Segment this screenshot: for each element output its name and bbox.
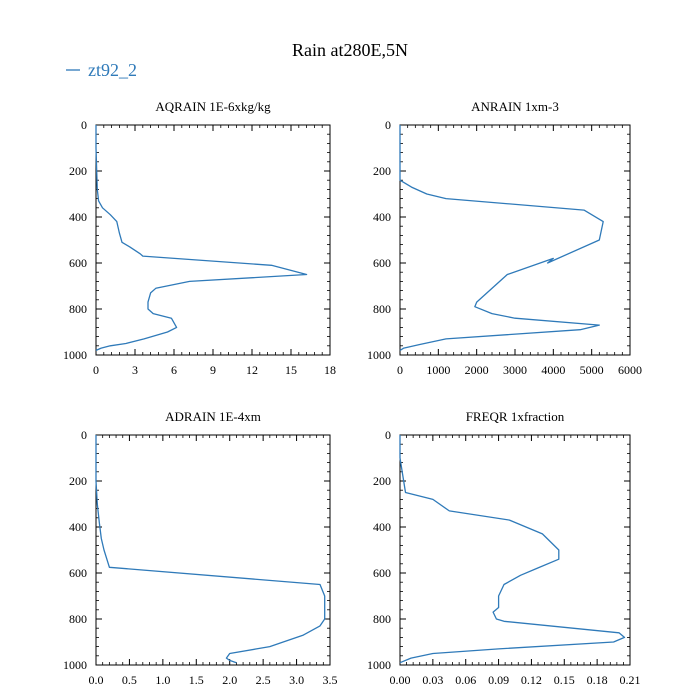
x-tick-label: 3	[132, 363, 138, 377]
y-tick-label: 200	[69, 164, 87, 178]
panel-2: ANRAIN 1xm-3 0 1000 2000 3000 4000 5000 6000 0 20…	[367, 99, 642, 377]
x-tick-label: 0.00	[390, 673, 411, 687]
y-tick-label: 400	[69, 520, 87, 534]
y-tick-label: 600	[373, 256, 391, 270]
plot-frame	[95, 434, 331, 666]
x-tick-label: 2.5	[256, 673, 271, 687]
x-tick-label: 0.18	[587, 673, 608, 687]
plot-frame	[399, 124, 631, 356]
y-tick-label: 800	[69, 612, 87, 626]
panels: AQRAIN 1E-6xkg/kg 0 3 6 9 12 15 18 0 200 400 600 800…	[63, 99, 642, 687]
y-tick-label: 600	[373, 566, 391, 580]
y-tick-label: 1000	[367, 348, 391, 362]
y-tick-label: 200	[373, 164, 391, 178]
panel-4: FREQR 1xfraction 0.00 0.03 0.06 0.09 0.12 0.15…	[367, 409, 641, 687]
x-tick-label: 3000	[503, 363, 527, 377]
y-tick-label: 1000	[63, 348, 87, 362]
panel-title: ADRAIN 1E-4xm	[165, 409, 261, 424]
series-line	[399, 435, 626, 664]
x-tick-label: 2000	[465, 363, 489, 377]
panel-1: AQRAIN 1E-6xkg/kg 0 3 6 9 12 15 18 0 200 400 600 800…	[63, 99, 336, 377]
y-tick-label: 0	[385, 428, 391, 442]
y-tick-label: 800	[373, 302, 391, 316]
x-tick-label: 0.06	[455, 673, 476, 687]
x-tick-label: 0	[397, 363, 403, 377]
x-tick-label: 9	[210, 363, 216, 377]
panel-title: AQRAIN 1E-6xkg/kg	[155, 99, 271, 114]
x-tick-label: 0.0	[89, 673, 104, 687]
x-tick-label: 0.21	[620, 673, 641, 687]
y-tick-label: 200	[69, 474, 87, 488]
panel-title: FREQR 1xfraction	[466, 409, 565, 424]
y-tick-label: 0	[81, 428, 87, 442]
plot-frame	[399, 434, 631, 666]
y-tick-label: 0	[385, 118, 391, 132]
y-tick-label: 400	[373, 210, 391, 224]
y-tick-label: 600	[69, 566, 87, 580]
x-tick-label: 3.5	[323, 673, 338, 687]
plot-frame	[95, 124, 331, 356]
x-tick-label: 0.03	[422, 673, 443, 687]
y-tick-label: 1000	[367, 658, 391, 672]
x-tick-label: 0.15	[554, 673, 575, 687]
x-tick-label: 1000	[426, 363, 450, 377]
y-tick-label: 600	[69, 256, 87, 270]
x-tick-label: 3.0	[289, 673, 304, 687]
y-tick-label: 200	[373, 474, 391, 488]
x-tick-label: 15	[285, 363, 297, 377]
y-tick-label: 400	[373, 520, 391, 534]
y-tick-label: 800	[69, 302, 87, 316]
panel-title: ANRAIN 1xm-3	[471, 99, 559, 114]
x-tick-label: 2.0	[222, 673, 237, 687]
x-tick-label: 6000	[618, 363, 642, 377]
x-tick-label: 0.09	[488, 673, 509, 687]
y-tick-label: 0	[81, 118, 87, 132]
y-tick-label: 1000	[63, 658, 87, 672]
x-tick-label: 0	[93, 363, 99, 377]
figure-title: Rain at280E,5N	[292, 40, 408, 60]
legend-label: zt92_2	[88, 60, 137, 80]
x-tick-label: 6	[171, 363, 177, 377]
y-tick-label: 800	[373, 612, 391, 626]
x-tick-label: 0.12	[521, 673, 542, 687]
x-tick-label: 18	[324, 363, 336, 377]
x-tick-label: 1.5	[189, 673, 204, 687]
x-tick-label: 5000	[580, 363, 604, 377]
panel-3: ADRAIN 1E-4xm 0.0 0.5 1.0 1.5 2.0 2.5 3.0 3.5 0 20…	[63, 409, 338, 687]
series-line	[399, 125, 604, 351]
x-tick-label: 4000	[541, 363, 565, 377]
y-tick-label: 400	[69, 210, 87, 224]
x-tick-label: 1.0	[155, 673, 170, 687]
x-tick-label: 0.5	[122, 673, 137, 687]
series-line	[95, 435, 326, 664]
series-line	[95, 125, 308, 351]
x-tick-label: 12	[246, 363, 258, 377]
